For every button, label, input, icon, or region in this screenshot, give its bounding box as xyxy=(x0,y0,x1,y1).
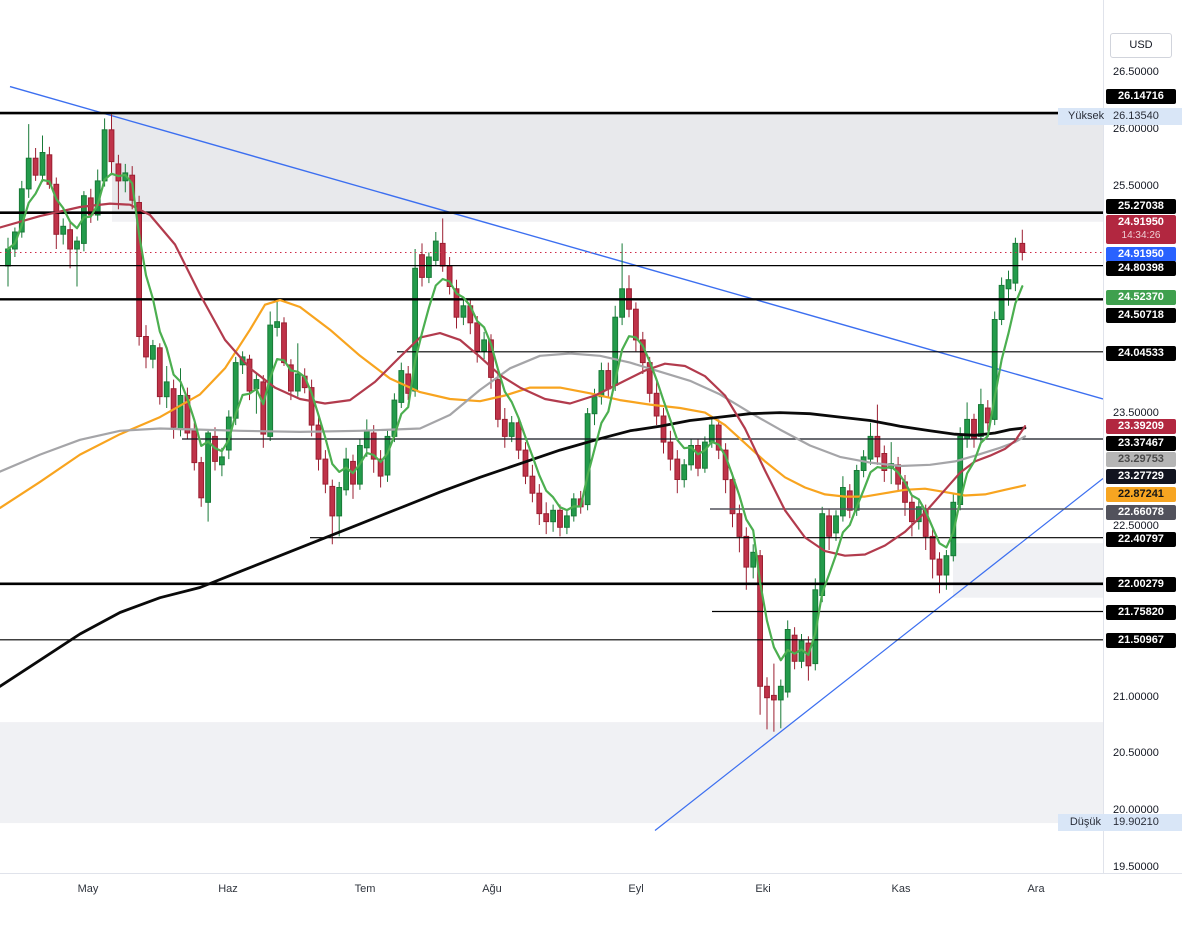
currency-button[interactable]: USD xyxy=(1110,33,1172,58)
price-badge: 23.39209 xyxy=(1106,419,1176,434)
price-tick: 22.50000 xyxy=(1113,520,1159,532)
price-badge: 22.00279 xyxy=(1106,577,1176,592)
price-tick: 23.50000 xyxy=(1113,407,1159,419)
descending-trendline xyxy=(9,85,1103,400)
price-tick: 19.50000 xyxy=(1113,861,1159,873)
month-label-tem: Tem xyxy=(354,883,376,895)
price-badge: 22.87241 xyxy=(1106,487,1176,502)
price-tick: 20.00000 xyxy=(1113,804,1159,816)
price-badge: 24.52370 xyxy=(1106,290,1176,305)
time-axis[interactable]: May Haz Tem Ağu Eyl Eki Kas Ara xyxy=(0,873,1182,939)
month-label-ara: Ara xyxy=(1027,883,1045,895)
session-low-row-value: 19.90210 xyxy=(1104,814,1182,831)
month-label-haz: Haz xyxy=(218,883,238,895)
price-badge: 26.14716 xyxy=(1106,89,1176,104)
session-high-row-value: 26.13540 xyxy=(1104,108,1182,125)
price-levels[interactable] xyxy=(0,111,1103,641)
ma-red[interactable] xyxy=(0,202,1027,557)
ma-orange[interactable] xyxy=(0,299,1027,510)
month-label-eyl: Eyl xyxy=(628,883,644,895)
chart-plot-area[interactable] xyxy=(0,0,1103,873)
price-badge: 24.04533 xyxy=(1106,346,1176,361)
ma-gray[interactable] xyxy=(0,352,1027,473)
price-tick: 20.50000 xyxy=(1113,747,1159,759)
candlestick-chart xyxy=(0,85,1103,831)
price-badge: 22.66078 xyxy=(1106,505,1176,520)
price-badge: 24.91950 14:34:26 xyxy=(1106,215,1176,244)
price-tick: 25.50000 xyxy=(1113,180,1159,192)
shaded-zones xyxy=(0,113,1103,824)
price-badge: 21.75820 xyxy=(1106,605,1176,620)
session-low-row-label: Düşük xyxy=(1058,814,1107,831)
price-badge: 24.50718 xyxy=(1106,308,1176,323)
price-tick: 26.00000 xyxy=(1113,123,1159,135)
price-tick: 21.00000 xyxy=(1113,691,1159,703)
price-tick: 26.50000 xyxy=(1113,66,1159,78)
price-badge: 23.27729 xyxy=(1106,469,1176,484)
price-axis[interactable]: 26.50000 26.00000 25.50000 23.50000 22.50000… xyxy=(1103,0,1182,873)
month-label-ağu: Ağu xyxy=(482,883,502,895)
ma-black[interactable] xyxy=(0,411,1027,688)
price-badge: 21.50967 xyxy=(1106,633,1176,648)
month-label-may: May xyxy=(77,883,99,895)
month-label-kas: Kas xyxy=(891,883,911,895)
price-badge: 24.80398 xyxy=(1106,261,1176,276)
price-badge: 23.29753 xyxy=(1106,452,1176,467)
price-badge: 23.37467 xyxy=(1106,436,1176,451)
month-label-eki: Eki xyxy=(755,883,771,895)
price-badge: 22.40797 xyxy=(1106,532,1176,547)
ma-green[interactable] xyxy=(6,172,1024,662)
price-badge: 25.27038 xyxy=(1106,199,1176,214)
price-badge: 24.91950 xyxy=(1106,247,1176,262)
session-high-row-label: Yüksek xyxy=(1058,108,1107,125)
